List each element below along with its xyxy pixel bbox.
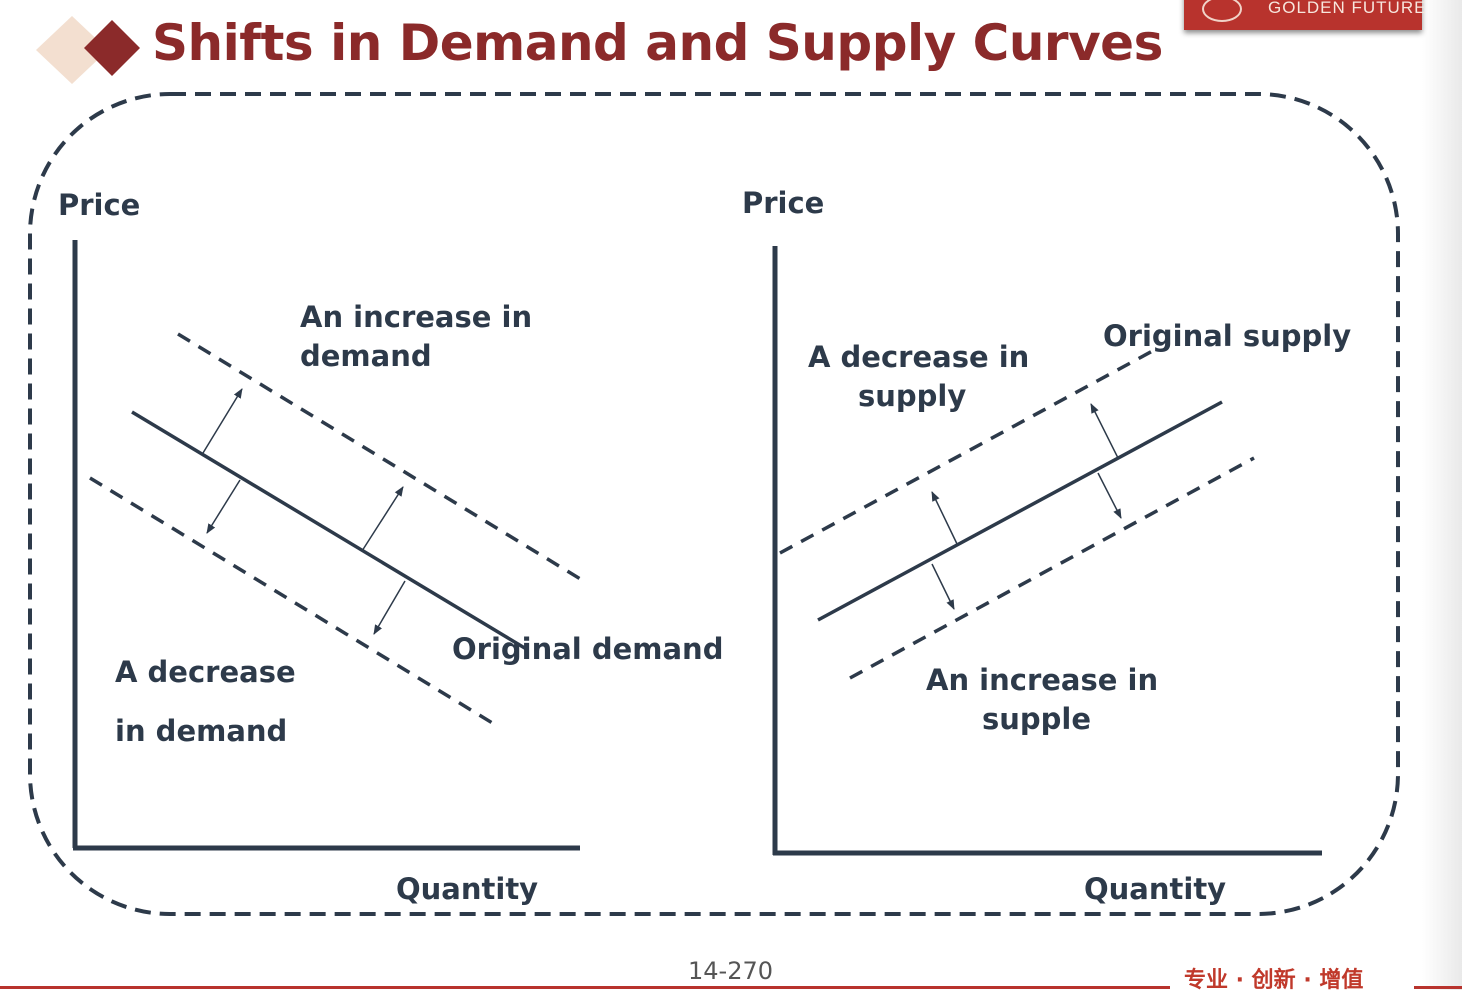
increase-in-demand-label-line1: An increase in bbox=[300, 300, 533, 334]
increased-demand-curve bbox=[177, 332, 583, 582]
supply-price-label: Price bbox=[742, 186, 825, 220]
increased-supply-curve bbox=[849, 456, 1255, 680]
decreased-supply-curve bbox=[779, 346, 1159, 555]
original-supply-label: Original supply bbox=[1103, 319, 1352, 353]
decrease-in-supply-label-line2: supply bbox=[858, 379, 967, 413]
dashed-frame bbox=[28, 92, 1400, 916]
golden-future-logo: GOLDEN FUTURE bbox=[1184, 0, 1425, 30]
original-demand-label: Original demand bbox=[452, 632, 724, 666]
decrease-in-demand-label-line1: A decrease bbox=[115, 655, 296, 689]
supply-down-arrow-2 bbox=[1097, 472, 1122, 519]
logo-text: GOLDEN FUTURE bbox=[1268, 0, 1427, 17]
demand-panel bbox=[72, 240, 583, 851]
slide-title: Shifts in Demand and Supply Curves bbox=[152, 14, 1163, 72]
title-diamond-icon bbox=[36, 16, 140, 84]
supply-down-arrow-1 bbox=[931, 563, 955, 610]
original-supply-curve bbox=[817, 400, 1223, 622]
demand-down-arrow-1 bbox=[206, 479, 241, 534]
seal-icon bbox=[1202, 0, 1242, 22]
supply-up-arrow-2 bbox=[1090, 403, 1119, 459]
supply-panel bbox=[772, 246, 1322, 856]
decrease-in-demand-label-line2: in demand bbox=[115, 714, 288, 748]
demand-quantity-label: Quantity bbox=[396, 872, 539, 906]
supply-quantity-label: Quantity bbox=[1084, 872, 1227, 906]
decreased-demand-curve bbox=[89, 476, 495, 726]
footer-slogan: 专业 · 创新 · 增值 bbox=[1184, 968, 1364, 993]
right-edge-shade bbox=[1422, 0, 1462, 990]
decrease-in-supply-label-line1: A decrease in bbox=[808, 340, 1030, 374]
demand-up-arrow-2 bbox=[361, 486, 404, 552]
demand-up-arrow-1 bbox=[202, 388, 243, 454]
supply-up-arrow-1 bbox=[931, 491, 959, 547]
footer-rule-right bbox=[1414, 986, 1462, 989]
demand-price-label: Price bbox=[58, 188, 141, 222]
page-number: 14-270 bbox=[688, 957, 774, 985]
footer-rule bbox=[0, 986, 1170, 989]
original-demand-curve bbox=[131, 410, 529, 652]
increase-in-supply-label-line2: supple bbox=[982, 702, 1092, 736]
increase-in-supply-label-line1: An increase in bbox=[926, 663, 1159, 697]
increase-in-demand-label-line2: demand bbox=[300, 339, 432, 373]
demand-down-arrow-2 bbox=[373, 580, 406, 635]
